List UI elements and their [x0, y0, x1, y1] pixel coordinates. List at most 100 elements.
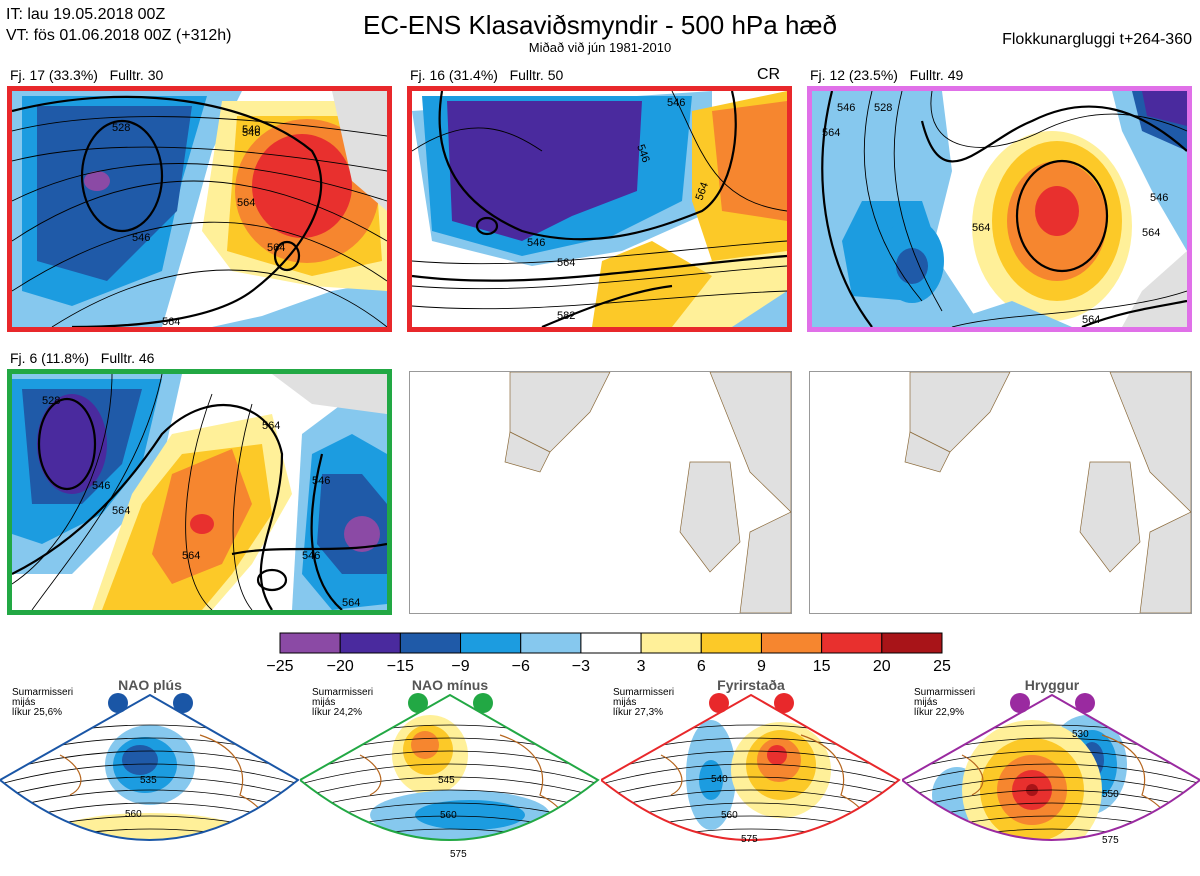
contour-label: 546: [837, 102, 855, 114]
regime-marker-dot: [108, 693, 128, 713]
anomaly-area: [50, 813, 250, 840]
height-contour: [300, 776, 598, 798]
contour-label: 546: [527, 237, 545, 249]
panel-4-label: Fj. 6 (11.8%) Fulltr. 46: [10, 350, 155, 366]
panel-2-label: Fj. 16 (31.4%) Fulltr. 50: [410, 67, 564, 83]
contour-label: 546: [312, 475, 330, 487]
valid-time: VT: fös 01.06.2018 00Z (+312h): [6, 27, 232, 44]
regime-info: Sumarmisseri mijás líkur 22,9%: [914, 687, 976, 718]
colorbar-swatch: [279, 632, 341, 654]
contour-label: 546: [242, 127, 260, 139]
page-title: EC-ENS Klasaviðsmyndir - 500 hPa hæð: [363, 10, 837, 40]
empty-map-5: [409, 371, 792, 614]
contour-label: 564: [237, 197, 255, 209]
page-subtitle: Miðað við jún 1981-2010: [528, 40, 672, 55]
height-contour: [300, 750, 598, 772]
regime-marker-dot: [709, 693, 729, 713]
height-contour: [0, 855, 300, 871]
contour-label: 564: [162, 316, 180, 327]
anomaly-area: [415, 800, 525, 830]
height-contour: [902, 776, 1200, 798]
contour-label: 564: [822, 127, 840, 139]
colorbar-swatch: [700, 632, 762, 654]
regime-diagram: 540 560 575 Fyrirstaða Sumarmisseri mijás lí…: [599, 675, 901, 871]
contour-label: 564: [182, 550, 200, 562]
colorbar-tick-label: −9: [451, 658, 469, 675]
panel-2-cr: CR: [757, 66, 781, 83]
colorbar-tick-label: 15: [813, 658, 831, 675]
height-contour: [300, 789, 598, 811]
contour-label: 564: [1082, 314, 1100, 326]
colorbar-tick-label: 6: [697, 658, 706, 675]
regime-title: NAO plús: [118, 677, 182, 693]
initial-time: IT: lau 19.05.2018 00Z: [6, 6, 166, 23]
contour-label: 564: [112, 505, 130, 517]
contour-label: 550: [1102, 789, 1119, 800]
height-contour: [0, 776, 298, 798]
colorbar-tick-label: −25: [266, 658, 293, 675]
contour-label: 546: [302, 550, 320, 562]
regime-marker-dot: [1010, 693, 1030, 713]
colorbar-tick-label: −3: [572, 658, 590, 675]
regime-marker-dot: [173, 693, 193, 713]
height-contour: [601, 855, 901, 871]
height-contour: [0, 789, 298, 811]
contour-label: 582: [557, 310, 575, 322]
height-contour: [300, 828, 598, 840]
classification-window: Flokkunargluggi t+264-360: [1002, 31, 1192, 48]
regime-info: Sumarmisseri mijás líkur 24,2%: [312, 687, 374, 718]
contour-label: 546: [132, 232, 150, 244]
contour-label: 546: [92, 480, 110, 492]
height-contour: [601, 776, 899, 798]
height-contour: [601, 750, 899, 772]
regime-border: [0, 693, 300, 841]
contour-label: 546: [634, 143, 652, 164]
contour-label: 575: [1102, 835, 1119, 846]
contour-label: 560: [721, 810, 738, 821]
contour-label: 575: [450, 849, 467, 860]
regime-fan-map: 530 550 575: [900, 693, 1200, 871]
anomaly-area: [411, 731, 439, 759]
regime-title: Fyrirstaða: [717, 677, 785, 693]
colorbar-tick-label: 3: [637, 658, 646, 675]
colorbar-tick-label: −6: [512, 658, 530, 675]
regime-info: Sumarmisseri mijás líkur 27,3%: [613, 687, 675, 718]
regime-diagram: 535 560 NAO plús Sumarmisseri mijás líkur 2…: [0, 675, 300, 871]
height-contour: [902, 855, 1200, 871]
contour-label: 575: [741, 834, 758, 845]
height-contour: [601, 763, 899, 785]
height-contour: [0, 763, 298, 785]
height-contour: [902, 763, 1200, 785]
height-contour: [902, 789, 1200, 811]
colorbar-swatch: [881, 632, 943, 654]
regime-fan-map: 535 560: [0, 693, 300, 871]
colorbar-tick-label: 20: [873, 658, 891, 675]
regime-info: Sumarmisseri mijás líkur 25,6%: [12, 687, 74, 718]
contour-label: 535: [140, 775, 157, 786]
regime-marker-dot: [774, 693, 794, 713]
height-contour: [0, 750, 298, 772]
contour-label: 540: [242, 124, 260, 136]
height-contour: [0, 842, 300, 862]
colorbar-swatch: [640, 632, 702, 654]
cluster-map-1: 540 528 546 564 564 546 564: [7, 86, 392, 332]
colorbar-swatch: [580, 632, 642, 654]
anomaly-area: [1012, 864, 1042, 871]
panel-3-label: Fj. 12 (23.5%) Fulltr. 49: [810, 67, 964, 83]
panel-1-label: Fj. 17 (33.3%) Fulltr. 30: [10, 67, 164, 83]
contour-label: 564: [342, 597, 360, 609]
contour-label: 528: [112, 122, 130, 134]
colorbar: −25 −20 −15 −9 −6 −3 3 6 9 15 20 25: [266, 632, 951, 675]
height-contour: [300, 763, 598, 785]
header-times: IT: lau 19.05.2018 00Z VT: fös 01.06.201…: [6, 4, 231, 46]
cluster-map-2: 546 546 564 546 564 582: [407, 86, 792, 332]
contour-label: 560: [125, 809, 142, 820]
colorbar-tick-label: 25: [933, 658, 951, 675]
contour-label: 564: [262, 420, 280, 432]
colorbar-swatch: [399, 632, 462, 654]
colorbar-tick-label: 9: [757, 658, 766, 675]
height-contour: [902, 750, 1200, 772]
contour-label: 528: [42, 395, 60, 407]
colorbar-swatch: [821, 632, 883, 654]
contour-label: 546: [1150, 192, 1168, 204]
